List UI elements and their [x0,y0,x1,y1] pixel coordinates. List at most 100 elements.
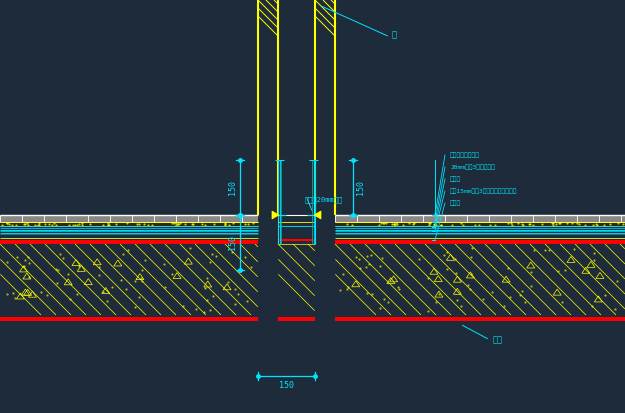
Point [557,299,567,306]
Point [376,220,386,227]
Point [394,285,404,292]
Point [68,222,78,228]
Point [587,302,597,309]
Point [485,222,495,229]
Point [36,289,46,295]
Point [351,254,361,260]
Point [55,251,65,257]
Point [243,221,253,228]
Point [505,294,515,300]
Point [118,250,128,257]
Point [140,257,150,263]
Point [12,254,22,261]
Point [391,220,401,226]
Point [424,219,434,226]
Point [209,221,219,228]
Point [220,221,230,228]
Point [227,249,237,255]
Point [456,302,466,309]
Point [362,252,372,259]
Point [98,222,107,229]
Point [381,220,391,227]
Point [30,222,40,229]
Point [233,291,243,297]
Point [367,291,377,297]
Point [64,221,74,228]
Point [23,222,33,228]
Point [526,282,536,289]
Point [2,290,12,297]
Point [168,220,177,226]
Point [175,220,185,226]
Point [74,221,84,227]
Bar [335,222,625,226]
Point [462,281,472,288]
Point [488,288,498,295]
Point [618,221,625,228]
Point [342,221,352,227]
Polygon shape [272,211,279,219]
Point [451,270,461,276]
Point [436,222,446,228]
Point [548,220,558,227]
Point [519,298,529,305]
Point [199,309,209,315]
Point [470,222,480,228]
Point [191,306,201,313]
Point [104,222,114,229]
Point [504,220,514,226]
Point [77,220,87,226]
Point [423,275,433,281]
Point [202,297,212,304]
Text: 防水层: 防水层 [450,176,461,182]
Point [342,286,352,293]
Bar [0,317,258,321]
Point [569,246,579,253]
Point [198,220,208,227]
Point [52,279,62,286]
Point [94,264,104,271]
Point [389,221,399,228]
Point [180,221,190,227]
Point [21,221,31,228]
Point [240,221,250,227]
Point [347,222,357,228]
Point [160,284,170,290]
Point [409,219,419,226]
Point [525,221,535,227]
Point [379,220,389,226]
Point [393,283,403,290]
Point [72,290,82,297]
Point [518,221,528,227]
Point [205,307,215,314]
Point [490,222,500,228]
Bar [0,244,258,315]
Point [219,220,229,227]
Point [354,256,364,262]
Point [23,254,33,260]
Point [512,219,522,226]
Point [422,307,432,314]
Point [524,221,534,227]
Point [201,285,211,292]
Text: 20mm剃：3水泥抹平层: 20mm剃：3水泥抹平层 [450,164,495,170]
Point [389,221,399,227]
Bar [315,0,335,215]
Point [361,263,371,270]
Point [134,294,144,300]
Point [592,222,602,229]
Point [424,221,434,228]
Point [231,286,241,292]
Point [390,222,400,228]
Point [544,247,554,253]
Text: 硬（第工地面层）: 硬（第工地面层） [450,152,480,158]
Point [207,251,217,257]
Point [241,297,251,304]
Point [588,222,598,228]
Text: 屋面: 屋面 [493,335,503,344]
Point [466,254,476,261]
Point [551,221,561,228]
Point [58,254,68,261]
Point [458,222,468,229]
Point [434,291,444,298]
